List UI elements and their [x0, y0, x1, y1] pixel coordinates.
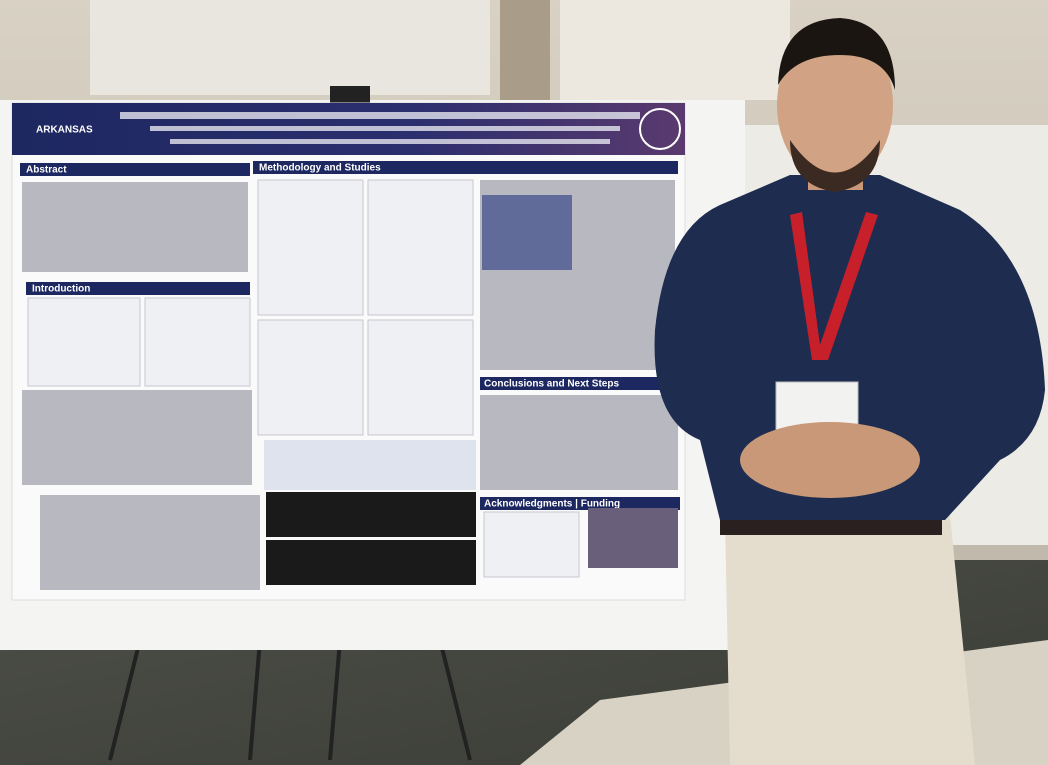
badge	[775, 381, 859, 431]
section-title: Acknowledgments | Funding	[484, 499, 620, 510]
clip	[330, 86, 370, 104]
shirt	[654, 175, 1045, 520]
section-title: Introduction	[32, 284, 90, 295]
face	[777, 27, 893, 183]
section-header	[480, 497, 680, 510]
figures	[27, 179, 580, 578]
pants	[725, 515, 975, 765]
person	[654, 18, 1045, 765]
easel	[108, 639, 472, 761]
section-title: Conclusions and Next Steps	[484, 379, 619, 390]
window	[90, 0, 490, 95]
heatmap	[482, 195, 572, 270]
gel-image	[266, 540, 476, 585]
pillar	[500, 0, 550, 110]
window	[560, 0, 790, 100]
emblem	[639, 108, 681, 150]
section-title: Abstract	[26, 165, 67, 176]
gel-image	[266, 492, 476, 537]
logo: ARKANSAS	[36, 125, 93, 136]
table	[264, 440, 476, 490]
section-header	[253, 161, 678, 174]
section-header	[26, 282, 250, 295]
group-photo	[588, 508, 678, 568]
title-lines	[120, 112, 640, 144]
lanyard	[790, 212, 878, 360]
section-header	[20, 163, 250, 176]
hair	[778, 18, 895, 90]
hands	[740, 422, 920, 498]
section-title: Methodology and Studies	[259, 163, 381, 174]
beard	[790, 140, 880, 192]
section-header	[480, 377, 680, 390]
text-blocks	[22, 180, 678, 590]
